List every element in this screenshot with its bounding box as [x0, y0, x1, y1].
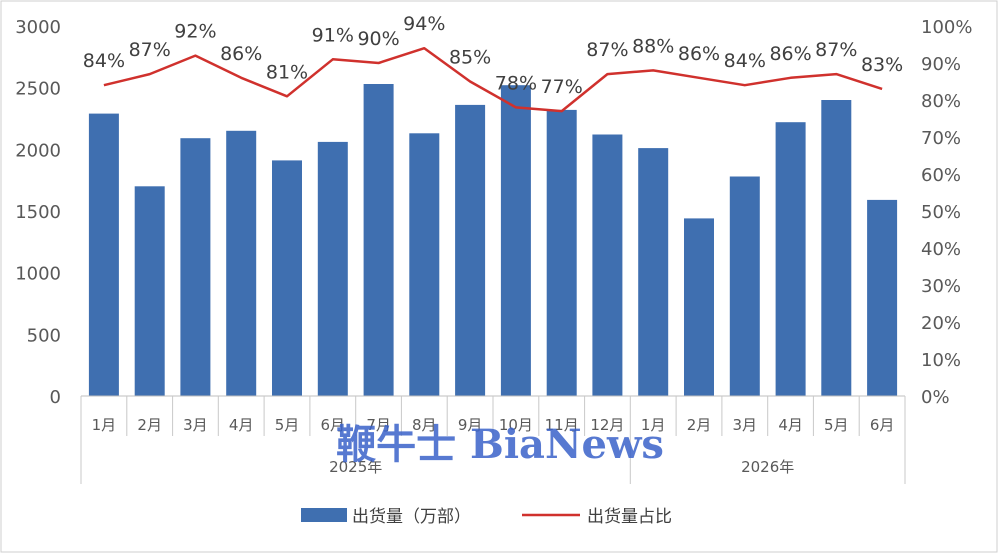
right-tick-label-5: 50% — [921, 202, 961, 223]
category-label-17: 5月 — [824, 416, 849, 434]
category-label-14: 2月 — [687, 416, 712, 434]
left-tick-label-4: 2000 — [15, 140, 61, 161]
bar-12 — [592, 134, 623, 396]
line-label-5: 81% — [266, 61, 308, 83]
category-label-5: 5月 — [275, 416, 300, 434]
x-axis-labels: 1月 2月 3月 4月 5月 6月 7月 8月 9月 10月 11月 12月 1月 2月 3月 4月 5月 6月 — [92, 416, 895, 434]
category-label-8: 8月 — [412, 416, 437, 434]
bar-15 — [729, 176, 760, 396]
bar-18 — [867, 199, 898, 396]
bar-2 — [134, 186, 165, 396]
category-label-12: 12月 — [590, 416, 624, 434]
line-label-14: 86% — [678, 43, 720, 65]
category-label-2: 2月 — [137, 416, 162, 434]
category-label-10: 10月 — [499, 416, 533, 434]
line-label-6: 91% — [312, 24, 354, 46]
bar-8 — [409, 133, 440, 397]
right-tick-label-1: 10% — [921, 350, 961, 371]
bar-9 — [455, 104, 486, 397]
line-label-7: 90% — [357, 28, 399, 50]
right-tick-label-2: 20% — [921, 313, 961, 334]
category-label-13: 1月 — [641, 416, 666, 434]
category-label-9: 9月 — [458, 416, 483, 434]
right-tick-label-0: 0% — [921, 387, 950, 408]
line-label-9: 85% — [449, 47, 491, 69]
category-label-18: 6月 — [870, 416, 895, 434]
group-label-1: 2025年 — [329, 458, 382, 476]
category-label-15: 3月 — [733, 416, 758, 434]
left-tick-label-5: 2500 — [15, 79, 61, 100]
right-tick-label-8: 80% — [921, 91, 961, 112]
category-label-11: 11月 — [545, 416, 579, 434]
bar-10 — [500, 85, 531, 396]
line-label-18: 83% — [861, 54, 903, 76]
line-label-3: 92% — [174, 21, 216, 43]
line-path — [103, 46, 883, 113]
legend-bar-label: 出货量（万部） — [352, 507, 471, 527]
category-label-4: 4月 — [229, 416, 254, 434]
bar-16 — [775, 122, 806, 396]
bar-1 — [88, 113, 119, 396]
line-label-10: 78% — [495, 72, 537, 94]
category-label-16: 4月 — [778, 416, 803, 434]
line-label-16: 86% — [769, 43, 811, 65]
legend-bar-swatch — [301, 508, 347, 522]
line-data-labels: 84%87%92%86%81%91% 90%94%85%78% 77%87% 88% 8… — [83, 13, 903, 98]
axes — [80, 395, 906, 484]
line-label-11: 77% — [541, 76, 583, 98]
bar-7 — [363, 84, 394, 396]
line-label-2: 87% — [129, 39, 171, 61]
line-series — [103, 46, 883, 113]
right-axis-ticks: 0% 10% 20% 30% 40% 50% 60% 70% 80% 90% 100% — [921, 17, 972, 408]
line-label-12: 87% — [586, 39, 628, 61]
bar-5 — [272, 160, 302, 396]
category-label-7: 7月 — [366, 416, 391, 434]
left-axis-ticks: 0 500 1000 1500 2000 2500 3000 — [15, 17, 61, 408]
bar-11 — [546, 109, 577, 397]
right-tick-label-9: 90% — [921, 54, 961, 75]
line-label-1: 84% — [83, 50, 125, 72]
bar-17 — [821, 100, 852, 396]
left-tick-label-2: 1000 — [15, 264, 61, 285]
line-label-4: 86% — [220, 43, 262, 65]
bar-14 — [684, 218, 714, 396]
right-tick-label-4: 40% — [921, 239, 961, 260]
bar-3 — [180, 138, 211, 396]
right-tick-label-6: 60% — [921, 165, 961, 186]
bar-13 — [638, 148, 669, 396]
left-tick-label-0: 0 — [50, 387, 61, 408]
left-tick-label-6: 3000 — [15, 17, 61, 38]
right-tick-label-7: 70% — [921, 128, 961, 149]
right-tick-label-10: 100% — [921, 17, 972, 38]
category-label-6: 6月 — [321, 416, 346, 434]
line-label-8: 94% — [403, 13, 445, 35]
watermark-text: 鞭牛士 BiaNews — [336, 421, 664, 468]
legend-line-label: 出货量占比 — [587, 507, 672, 527]
left-tick-label-3: 1500 — [15, 202, 61, 223]
bar-6 — [317, 141, 348, 396]
bar-series — [88, 84, 898, 397]
x-axis-groups: 2025年 2026年 — [329, 458, 794, 476]
bar-4 — [226, 130, 257, 397]
left-tick-label-1: 500 — [27, 325, 61, 346]
right-tick-label-3: 30% — [921, 276, 961, 297]
category-label-1: 1月 — [92, 416, 117, 434]
line-label-13: 88% — [632, 35, 674, 57]
legend: 出货量（万部） 出货量占比 — [301, 507, 672, 527]
line-label-17: 87% — [815, 39, 857, 61]
line-label-15: 84% — [724, 50, 766, 72]
group-label-2: 2026年 — [741, 458, 794, 476]
category-label-3: 3月 — [183, 416, 208, 434]
